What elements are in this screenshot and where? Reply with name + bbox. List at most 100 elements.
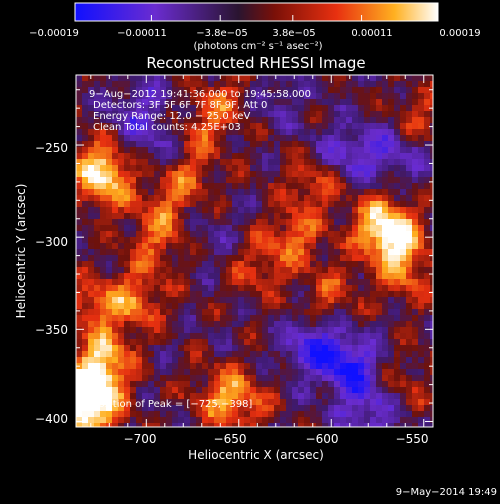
- heatmap-cell: [178, 237, 184, 243]
- heatmap-cell: [334, 147, 340, 153]
- heatmap-cell: [418, 219, 424, 225]
- heatmap-cell: [178, 219, 184, 225]
- heatmap-cell: [172, 135, 178, 141]
- heatmap-cell: [352, 423, 358, 427]
- heatmap-cell: [268, 315, 274, 321]
- heatmap-cell: [238, 333, 244, 339]
- heatmap-cell: [430, 339, 433, 345]
- heatmap-cell: [238, 111, 244, 117]
- heatmap-cell: [418, 267, 424, 273]
- heatmap-cell: [172, 93, 178, 99]
- heatmap-cell: [352, 195, 358, 201]
- heatmap-cell: [358, 201, 364, 207]
- heatmap-cell: [322, 357, 328, 363]
- heatmap-cell: [88, 159, 94, 165]
- heatmap-cell: [388, 255, 394, 261]
- heatmap-cell: [220, 321, 226, 327]
- heatmap-cell: [208, 135, 214, 141]
- heatmap-cell: [262, 177, 268, 183]
- heatmap-cell: [178, 381, 184, 387]
- heatmap-cell: [298, 375, 304, 381]
- heatmap-cell: [136, 321, 142, 327]
- heatmap-cell: [340, 357, 346, 363]
- heatmap-cell: [286, 159, 292, 165]
- heatmap-cell: [82, 213, 88, 219]
- heatmap-cell: [142, 279, 148, 285]
- heatmap-cell: [112, 189, 118, 195]
- heatmap-cell: [190, 207, 196, 213]
- heatmap-cell: [394, 201, 400, 207]
- heatmap-cell: [112, 243, 118, 249]
- heatmap-cell: [352, 183, 358, 189]
- heatmap-cell: [190, 123, 196, 129]
- heatmap-cell: [304, 225, 310, 231]
- heatmap-cell: [358, 177, 364, 183]
- heatmap-cell: [406, 99, 412, 105]
- heatmap-cell: [124, 267, 130, 273]
- heatmap-cell: [268, 147, 274, 153]
- heatmap-cell: [88, 387, 94, 393]
- heatmap-cell: [370, 243, 376, 249]
- heatmap-cell: [178, 267, 184, 273]
- heatmap-cell: [358, 285, 364, 291]
- heatmap-cell: [430, 219, 433, 225]
- heatmap-cell: [418, 423, 424, 427]
- heatmap-cell: [346, 81, 352, 87]
- heatmap-cell: [316, 417, 322, 423]
- heatmap-cell: [430, 111, 433, 117]
- heatmap-cell: [196, 255, 202, 261]
- heatmap-cell: [124, 75, 130, 81]
- heatmap-cell: [424, 405, 430, 411]
- heatmap-cell: [124, 273, 130, 279]
- heatmap-cell: [346, 285, 352, 291]
- heatmap-cell: [154, 351, 160, 357]
- heatmap-cell: [370, 333, 376, 339]
- heatmap-cell: [310, 333, 316, 339]
- heatmap-cell: [370, 285, 376, 291]
- heatmap-cell: [82, 387, 88, 393]
- heatmap-cell: [148, 315, 154, 321]
- heatmap-cell: [220, 93, 226, 99]
- heatmap-cell: [130, 363, 136, 369]
- heatmap-cell: [370, 189, 376, 195]
- heatmap-cell: [376, 123, 382, 129]
- heatmap-cell: [430, 399, 433, 405]
- heatmap-cell: [130, 339, 136, 345]
- heatmap-cell: [148, 177, 154, 183]
- heatmap-cell: [136, 315, 142, 321]
- heatmap-cell: [232, 141, 238, 147]
- heatmap-cell: [370, 249, 376, 255]
- heatmap-cell: [88, 375, 94, 381]
- heatmap-cell: [316, 399, 322, 405]
- heatmap-cell: [322, 147, 328, 153]
- heatmap-cell: [412, 327, 418, 333]
- heatmap-cell: [412, 303, 418, 309]
- heatmap-cell: [382, 261, 388, 267]
- heatmap-cell: [286, 375, 292, 381]
- heatmap-cell: [256, 345, 262, 351]
- heatmap-cell: [352, 129, 358, 135]
- heatmap-cell: [310, 345, 316, 351]
- heatmap-cell: [226, 87, 232, 93]
- heatmap-cell: [172, 381, 178, 387]
- heatmap-cell: [358, 423, 364, 427]
- heatmap-cell: [418, 417, 424, 423]
- heatmap-cell: [154, 381, 160, 387]
- heatmap-cell: [334, 285, 340, 291]
- heatmap-cell: [412, 147, 418, 153]
- heatmap-cell: [136, 123, 142, 129]
- heatmap-cell: [172, 297, 178, 303]
- heatmap-cell: [76, 147, 82, 153]
- heatmap-cell: [316, 411, 322, 417]
- heatmap-cell: [196, 75, 202, 81]
- heatmap-cell: [214, 381, 220, 387]
- heatmap-cell: [334, 219, 340, 225]
- heatmap-cell: [412, 267, 418, 273]
- heatmap-cell: [370, 291, 376, 297]
- plot-frame: [75, 74, 434, 428]
- heatmap-cell: [382, 123, 388, 129]
- heatmap-cell: [292, 87, 298, 93]
- heatmap-cell: [226, 405, 232, 411]
- heatmap-cell: [340, 399, 346, 405]
- heatmap-cell: [292, 303, 298, 309]
